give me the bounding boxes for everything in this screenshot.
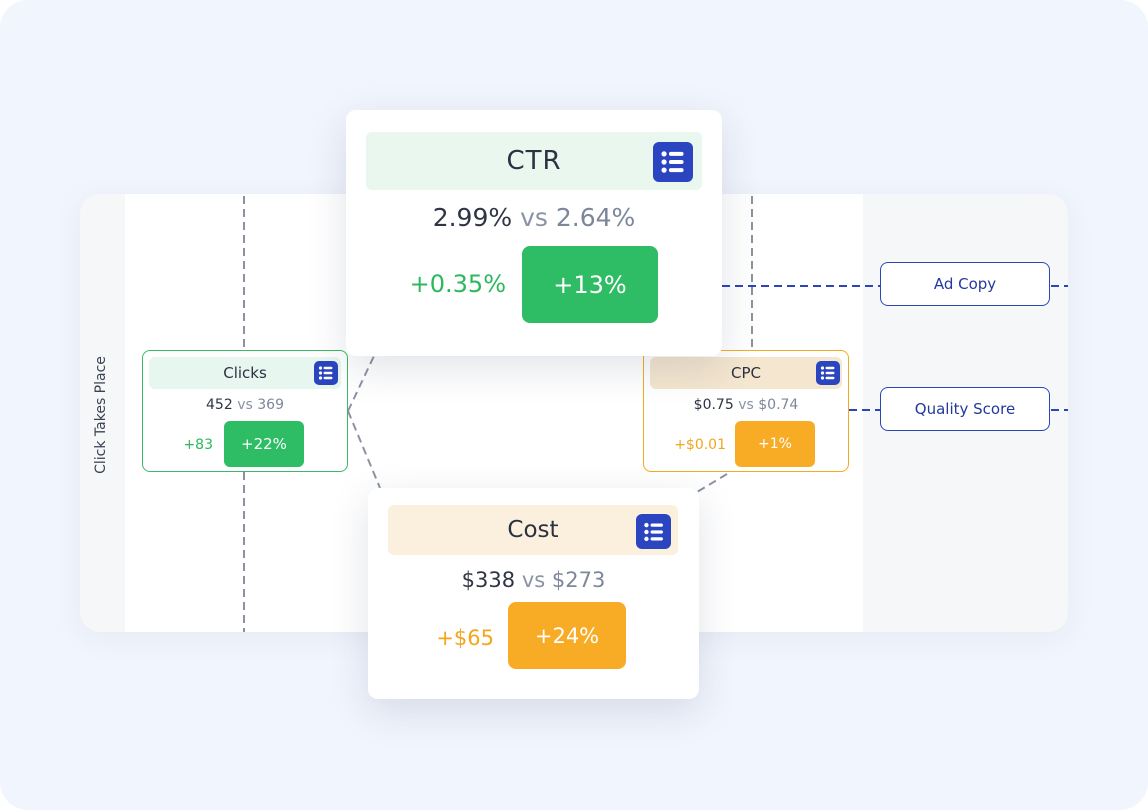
ctr-previous: 2.64%: [555, 203, 636, 232]
list-icon[interactable]: [314, 361, 338, 385]
clicks-header: Clicks: [149, 357, 341, 389]
clicks-percent-badge: +22%: [224, 421, 304, 467]
ctr-node[interactable]: CTR 2.99% vs 2.64% +0.35% +13%: [346, 110, 722, 356]
cpc-comparison: $0.75 vs $0.74: [644, 397, 848, 413]
clicks-title: Clicks: [223, 364, 267, 382]
cost-delta: +$65: [436, 626, 494, 650]
cost-node[interactable]: Cost $338 vs $273 +$65 +24%: [368, 488, 699, 699]
clicks-previous: 369: [257, 397, 284, 413]
cost-header: Cost: [388, 505, 678, 555]
ctr-title: CTR: [506, 146, 562, 176]
clicks-comparison: 452 vs 369: [143, 397, 347, 413]
connector-cpc-cost: [696, 473, 728, 493]
ctr-header: CTR: [366, 132, 702, 190]
list-icon[interactable]: [636, 514, 671, 549]
cost-vs: vs: [521, 568, 546, 592]
connector-clicks-cost: [347, 410, 381, 489]
ctr-vs: vs: [520, 203, 548, 232]
ad-copy-label: Ad Copy: [933, 275, 997, 293]
cpc-vs: vs: [738, 397, 754, 413]
cost-percent-badge: +24%: [508, 602, 626, 669]
clicks-node[interactable]: Clicks 452 vs 369 +83 +22%: [142, 350, 348, 472]
cpc-title: CPC: [731, 364, 761, 382]
ctr-current: 2.99%: [432, 203, 513, 232]
ctr-comparison: 2.99% vs 2.64%: [346, 203, 722, 232]
cpc-header: CPC: [650, 357, 842, 389]
cpc-previous: $0.74: [758, 397, 799, 413]
clicks-current: 452: [206, 397, 233, 413]
quality-score-label: Quality Score: [914, 400, 1016, 418]
cpc-node[interactable]: CPC $0.75 vs $0.74 +$0.01 +1%: [643, 350, 849, 472]
cpc-delta: +$0.01: [674, 437, 726, 453]
list-icon[interactable]: [816, 361, 840, 385]
cost-current: $338: [461, 568, 516, 592]
clicks-delta: +83: [183, 437, 213, 453]
ctr-percent: +13%: [553, 270, 627, 299]
list-icon[interactable]: [653, 142, 693, 182]
cost-title: Cost: [507, 517, 559, 543]
quality-score-tag[interactable]: Quality Score: [880, 387, 1050, 431]
connector-clicks-ctr: [347, 355, 375, 412]
ctr-delta: +0.35%: [409, 270, 506, 298]
cost-previous: $273: [551, 568, 606, 592]
cost-comparison: $338 vs $273: [368, 568, 699, 592]
ad-copy-tag[interactable]: Ad Copy: [880, 262, 1050, 306]
cpc-percent-badge: +1%: [735, 421, 815, 467]
clicks-vs: vs: [237, 397, 253, 413]
cpc-current: $0.75: [693, 397, 734, 413]
clicks-percent: +22%: [241, 435, 287, 453]
cpc-percent: +1%: [758, 436, 792, 452]
cost-percent: +24%: [534, 623, 600, 648]
ctr-percent-badge: +13%: [522, 246, 658, 323]
